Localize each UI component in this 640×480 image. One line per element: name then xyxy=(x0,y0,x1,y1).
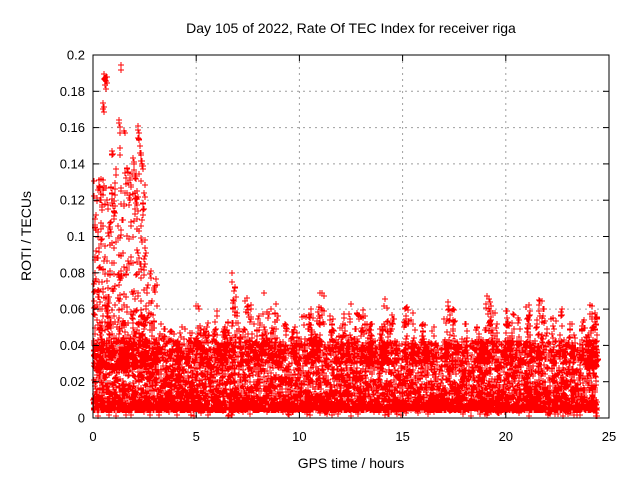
y-tick-label: 0.02 xyxy=(60,374,85,389)
x-tick-label: 0 xyxy=(89,429,96,444)
x-tick-label: 10 xyxy=(292,429,306,444)
x-tick-label: 5 xyxy=(193,429,200,444)
y-axis-tick-labels: 0 0.02 0.04 0.06 0.08 0.1 0.12 0.14 0.16 0.18 0.2 xyxy=(60,48,85,426)
scatter-points xyxy=(90,62,601,419)
x-tick-label: 25 xyxy=(602,429,616,444)
y-tick-label: 0.04 xyxy=(60,338,85,353)
y-tick-label: 0.14 xyxy=(60,156,85,171)
x-tick-label: 15 xyxy=(395,429,409,444)
x-tick-label: 20 xyxy=(499,429,513,444)
y-tick-label: 0.06 xyxy=(60,302,85,317)
y-tick-label: 0.18 xyxy=(60,84,85,99)
x-axis-tick-labels: 0 5 10 15 20 25 xyxy=(89,429,616,444)
y-tick-label: 0 xyxy=(78,411,85,426)
y-tick-label: 0.2 xyxy=(67,48,85,63)
plot-border-and-ticks xyxy=(92,54,610,419)
y-tick-label: 0.12 xyxy=(60,193,85,208)
chart-title: Day 105 of 2022, Rate Of TEC Index for r… xyxy=(186,20,516,36)
y-tick-label: 0.1 xyxy=(67,229,85,244)
x-axis-label: GPS time / hours xyxy=(297,455,405,471)
y-tick-label: 0.08 xyxy=(60,265,85,280)
y-tick-label: 0.16 xyxy=(60,120,85,135)
